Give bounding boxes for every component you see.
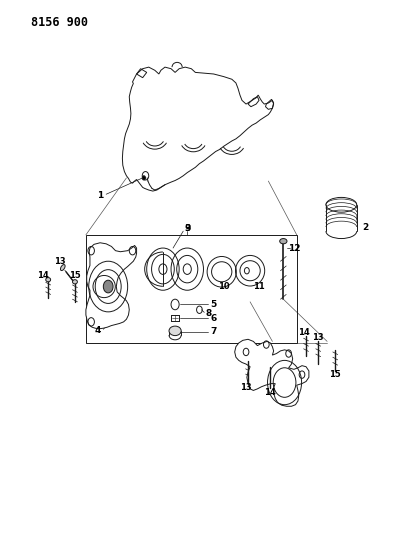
Text: 10: 10 [218,282,230,291]
Text: 4: 4 [95,326,101,335]
Text: 12: 12 [289,244,301,253]
Text: 3: 3 [184,224,190,233]
Text: 7: 7 [210,327,217,336]
Text: 8156 900: 8156 900 [31,16,88,29]
Text: 2: 2 [363,223,369,232]
Polygon shape [86,243,136,329]
Text: 5: 5 [210,300,217,309]
Ellipse shape [46,278,51,282]
Circle shape [103,280,113,293]
Polygon shape [235,340,309,406]
Ellipse shape [169,326,181,336]
Text: 13: 13 [54,257,65,266]
Text: 8: 8 [205,310,212,319]
Text: 13: 13 [312,333,324,342]
Text: 13: 13 [240,383,252,392]
Text: 9: 9 [184,224,190,233]
Text: 14: 14 [264,387,275,397]
Text: 14: 14 [298,328,309,337]
Text: 1: 1 [97,191,103,200]
Text: 15: 15 [329,370,341,379]
Ellipse shape [60,264,65,271]
Text: 15: 15 [69,271,81,280]
Text: 11: 11 [253,282,265,291]
Bar [86,235,297,343]
Text: 6: 6 [210,314,217,322]
Ellipse shape [280,239,287,244]
Circle shape [142,176,145,180]
Text: 14: 14 [37,271,48,280]
Ellipse shape [72,280,77,284]
